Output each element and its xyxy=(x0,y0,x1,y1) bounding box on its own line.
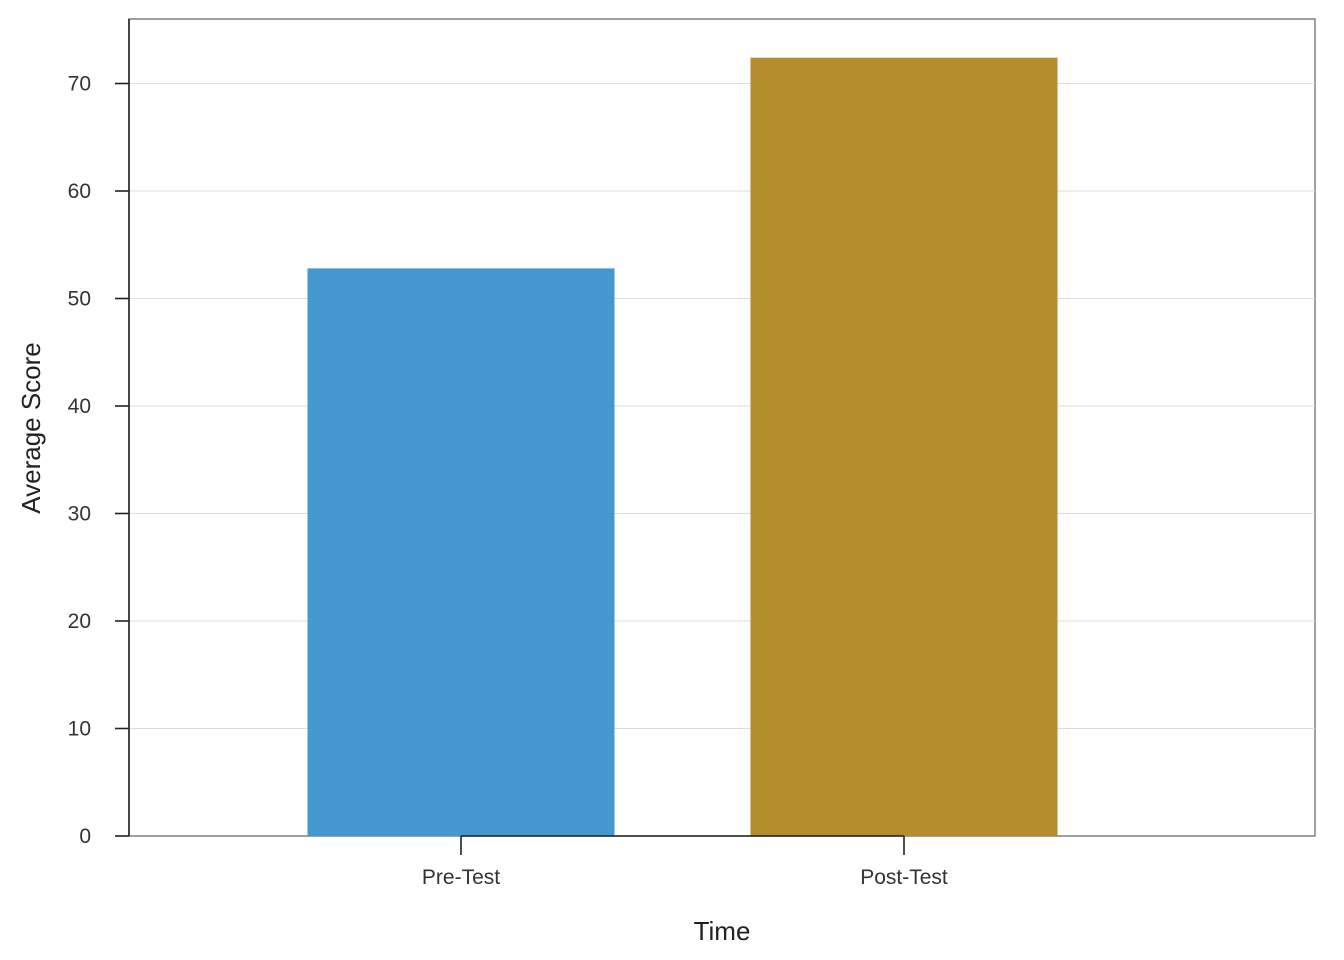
gridlines xyxy=(129,83,1315,729)
y-tick-label: 60 xyxy=(68,180,91,203)
y-axis-title: Average Score xyxy=(16,342,46,514)
y-tick-label: 70 xyxy=(68,73,91,96)
bar-pre-test xyxy=(307,268,615,836)
bars xyxy=(307,57,1058,836)
x-tick-label: Post-Test xyxy=(860,866,948,889)
y-tick-label: 30 xyxy=(68,503,91,526)
y-tick-label: 10 xyxy=(68,718,91,741)
y-tick-label: 40 xyxy=(68,395,91,418)
y-tick-label: 0 xyxy=(79,825,91,848)
x-axis-title: Time xyxy=(694,916,751,946)
bar-post-test xyxy=(750,57,1058,836)
plot-panel-border xyxy=(128,18,1316,837)
axes: 0 10 20 30 40 50 60 70 Pre-Test Post-Test xyxy=(68,19,948,889)
y-tick-label: 50 xyxy=(68,288,91,311)
y-tick-label: 20 xyxy=(68,610,91,633)
x-tick-label: Pre-Test xyxy=(422,866,500,889)
